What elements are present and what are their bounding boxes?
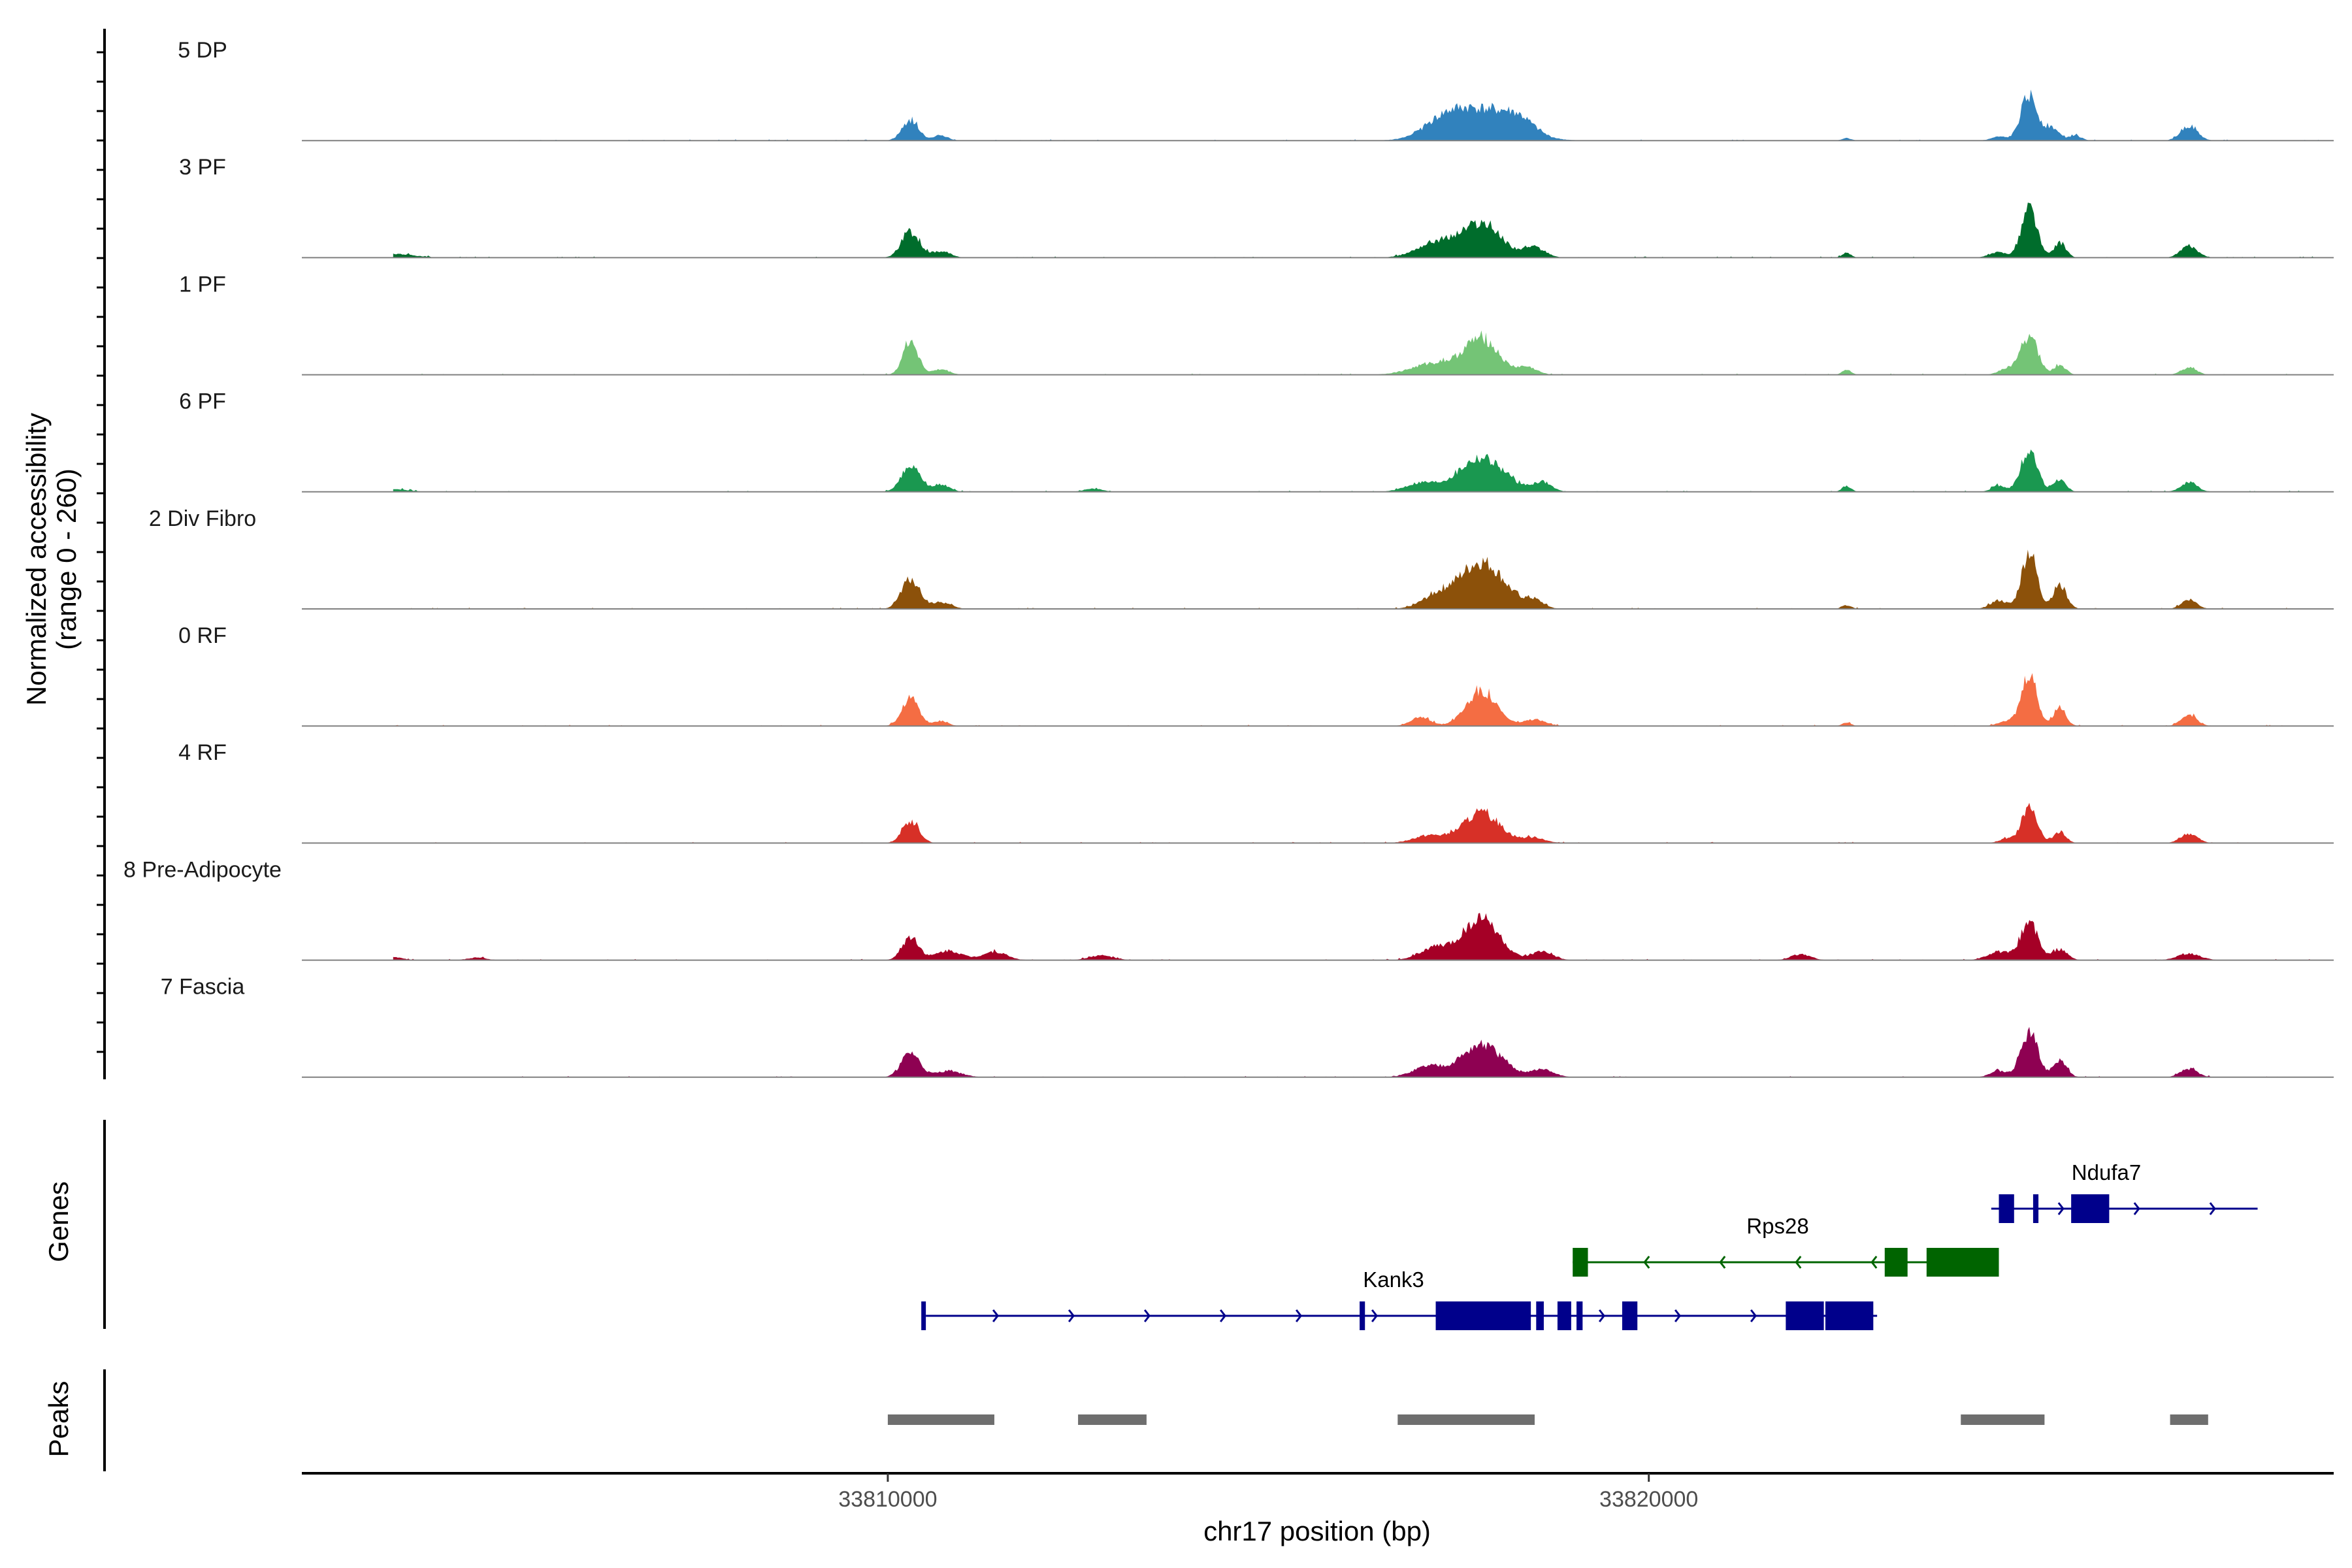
exon bbox=[1573, 1248, 1588, 1277]
track-3-pf: 3 PF bbox=[179, 155, 2334, 259]
gene-label: Ndufa7 bbox=[2072, 1160, 2141, 1184]
gene-rps28: Rps28 bbox=[1573, 1214, 1999, 1277]
coverage-area bbox=[393, 203, 2319, 258]
exon bbox=[1622, 1301, 1638, 1330]
genes-panel-title: Genes bbox=[43, 1181, 74, 1262]
track-1-pf: 1 PF bbox=[179, 272, 2334, 376]
strand-arrow bbox=[1371, 1309, 1379, 1322]
peak-region-bar bbox=[1961, 1414, 2045, 1425]
coverage-area bbox=[393, 673, 2319, 727]
peak-regions bbox=[887, 1414, 2208, 1425]
track-label: 5 DP bbox=[178, 38, 227, 63]
exon bbox=[1999, 1194, 2014, 1223]
exon bbox=[1884, 1248, 1908, 1277]
exon bbox=[1825, 1301, 1874, 1330]
track-7-fascia: 7 Fascia bbox=[161, 975, 2334, 1078]
track-label: 0 RF bbox=[178, 623, 227, 648]
exon bbox=[1926, 1248, 1999, 1277]
gene-kank3: Kank3 bbox=[921, 1267, 1878, 1330]
gene-label: Kank3 bbox=[1363, 1267, 1424, 1292]
peaks-panel-label: Peaks bbox=[43, 1381, 74, 1458]
track-0-rf: 0 RF bbox=[178, 623, 2334, 727]
strand-arrow bbox=[1750, 1309, 1757, 1322]
strand-arrow bbox=[1719, 1256, 1726, 1269]
strand-arrow bbox=[1870, 1256, 1878, 1269]
track-label: 6 PF bbox=[179, 389, 226, 414]
strand-arrow bbox=[1795, 1256, 1802, 1269]
track-2-div-fibro: 2 Div Fibro bbox=[149, 506, 2334, 610]
track-label: 8 Pre-Adipocyte bbox=[123, 857, 282, 882]
x-tick-label: 33820000 bbox=[1599, 1487, 1698, 1512]
strand-arrow bbox=[1295, 1309, 1303, 1322]
gene-label: Rps28 bbox=[1746, 1214, 1808, 1238]
coverage-area bbox=[393, 449, 2319, 492]
exon bbox=[2033, 1194, 2039, 1223]
strand-arrow bbox=[1643, 1256, 1650, 1269]
track-label: 1 PF bbox=[179, 272, 226, 297]
coverage-area bbox=[393, 549, 2319, 609]
coverage-area bbox=[393, 802, 2319, 843]
gene-annotations: Kank3 Rps28 Ndufa7 bbox=[921, 1160, 2258, 1330]
track-label: 4 RF bbox=[178, 740, 227, 765]
coverage-area bbox=[393, 1026, 2319, 1077]
coverage-area bbox=[393, 330, 2319, 375]
exon bbox=[1536, 1301, 1544, 1330]
track-5-dp: 5 DP bbox=[178, 38, 2334, 142]
track-6-pf: 6 PF bbox=[179, 389, 2334, 493]
y-axis-title-line1: Normalized accessibility bbox=[21, 413, 52, 706]
strand-arrow bbox=[1674, 1309, 1682, 1322]
genes-panel-label: Genes bbox=[43, 1181, 74, 1262]
strand-arrow bbox=[2057, 1202, 2065, 1215]
track-label: 3 PF bbox=[179, 155, 226, 180]
strand-arrow bbox=[1143, 1309, 1151, 1322]
y-axis-title: Normalized accessibility (range 0 - 260) bbox=[21, 413, 82, 706]
peak-region-bar bbox=[1078, 1414, 1147, 1425]
strand-arrow bbox=[2209, 1202, 2216, 1215]
peak-region-bar bbox=[2170, 1414, 2208, 1425]
track-8-pre-adipocyte: 8 Pre-Adipocyte bbox=[123, 857, 2334, 961]
exon bbox=[1360, 1301, 1365, 1330]
x-axis-title: chr17 position (bp) bbox=[1203, 1516, 1431, 1546]
strand-arrow bbox=[2133, 1202, 2140, 1215]
exon bbox=[1786, 1301, 1824, 1330]
peak-region-bar bbox=[1397, 1414, 1535, 1425]
strand-arrow bbox=[1598, 1309, 1606, 1322]
y-axis-ticks bbox=[97, 51, 105, 1053]
track-label: 7 Fascia bbox=[161, 975, 245, 1000]
exon bbox=[1576, 1301, 1583, 1330]
exon bbox=[2071, 1194, 2110, 1223]
y-axis-title-line2: (range 0 - 260) bbox=[51, 468, 82, 650]
track-4-rf: 4 RF bbox=[178, 740, 2334, 844]
peaks-panel-title: Peaks bbox=[43, 1381, 74, 1458]
track-label: 2 Div Fibro bbox=[149, 506, 256, 531]
strand-arrow bbox=[992, 1309, 1000, 1322]
strand-arrow bbox=[1219, 1309, 1227, 1322]
coverage-area bbox=[393, 913, 2319, 960]
coverage-tracks: 5 DP 3 PF 1 PF 6 PF 2 Div Fibro 0 RF 4 RF 8 Pre… bbox=[123, 38, 2334, 1078]
x-tick-label: 33810000 bbox=[838, 1487, 937, 1512]
coverage-area bbox=[393, 90, 2319, 141]
exon bbox=[1435, 1301, 1531, 1330]
x-axis-ticks: 33810000 33820000 bbox=[838, 1473, 1698, 1512]
exon bbox=[921, 1301, 926, 1330]
gene-ndufa7: Ndufa7 bbox=[1991, 1160, 2258, 1223]
peak-region-bar bbox=[887, 1414, 994, 1425]
strand-arrow bbox=[1068, 1309, 1075, 1322]
exon bbox=[1557, 1301, 1571, 1330]
